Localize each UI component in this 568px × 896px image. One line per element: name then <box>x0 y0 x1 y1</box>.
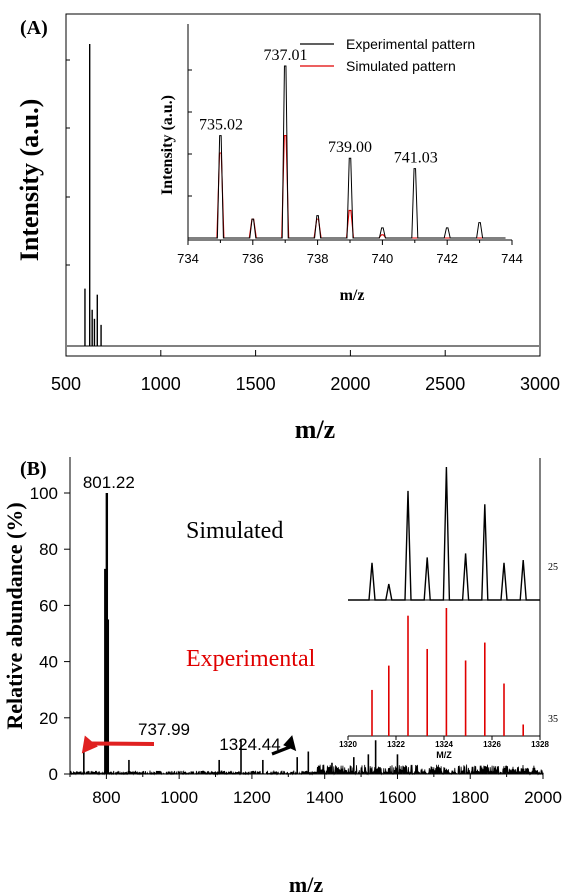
y-tick-label: 20 <box>39 709 58 728</box>
x-tick-label: 500 <box>51 374 81 394</box>
spectrum-peak <box>331 762 333 774</box>
inset-b-simulated-series <box>348 466 540 601</box>
inset-b-experimental-series <box>371 608 525 736</box>
spectrum-peak <box>218 759 220 774</box>
inset-x-tick-label: 740 <box>372 251 394 266</box>
panel-b: (B) 800 1000 1200 1400 1600 1800 2000 0 20 40 60 8… <box>2 457 562 896</box>
inset-a-annotations: 735.02 737.01 739.00 741.03 <box>199 47 438 167</box>
inset-b-right-label-bottom: 35 <box>548 714 558 725</box>
panel-a: (A) 500 1000 1500 2000 2500 3000 m/z Intensit… <box>15 13 560 444</box>
inset-a-x-ticks: 734 736 738 740 742 744 <box>177 240 523 266</box>
spectrum-peak <box>396 754 399 774</box>
red-arrow-head <box>81 735 98 754</box>
inset-b-experimental-label: Experimental <box>186 646 316 672</box>
spectrum-peak <box>307 751 310 774</box>
noise-trace <box>70 764 544 776</box>
spectrum-peak <box>83 751 85 774</box>
inset-x-tick-label: 738 <box>307 251 329 266</box>
panel-b-spectrum <box>83 493 399 774</box>
panel-a-x-label: m/z <box>295 415 335 444</box>
x-tick-label: 3000 <box>520 374 560 394</box>
spectrum-peak <box>240 740 242 774</box>
spectrum-peak <box>353 757 355 774</box>
x-tick-label: 1500 <box>236 374 276 394</box>
panel-a-frame <box>65 13 541 357</box>
inset-b-x-label: M/Z <box>436 750 452 760</box>
panel-a-y-label: Intensity (a.u.) <box>15 99 44 262</box>
y-tick-label: 80 <box>39 540 58 559</box>
legend-simulated-label: Simulated pattern <box>346 58 456 74</box>
panel-a-spectrum <box>84 44 102 346</box>
inset-x-tick-label: 742 <box>436 251 458 266</box>
inset-a-y-ticks <box>188 69 192 197</box>
inset-x-tick-label: 734 <box>177 251 199 266</box>
inset-x-tick-label: 736 <box>242 251 264 266</box>
x-tick-label: 1600 <box>379 788 417 807</box>
peak-annotation: 735.02 <box>199 117 243 134</box>
panel-a-inset: 734 736 738 740 742 744 735.02 737.01 739.00 741… <box>159 24 523 304</box>
y-tick-label: 0 <box>49 765 58 784</box>
spectrum-peak <box>374 740 377 774</box>
x-tick-label: 2500 <box>425 374 465 394</box>
panel-b-y-ticks: 0 20 40 60 80 100 <box>30 484 70 784</box>
y-tick-label: 100 <box>30 484 58 503</box>
x-tick-label: 800 <box>92 788 120 807</box>
y-tick-label: 40 <box>39 653 58 672</box>
panel-b-inset: 1320 1322 1324 1326 1328 Simulated Experimen… <box>186 458 558 760</box>
inset-a-legend: Experimental pattern Simulated pattern <box>300 36 475 74</box>
inset-a-y-label: Intensity (a.u.) <box>159 95 176 195</box>
panel-b-x-ticks: 800 1000 1200 1400 1600 1800 2000 <box>69 774 562 807</box>
panel-b-noise <box>70 764 544 776</box>
inset-b-x-tick-label: 1328 <box>531 740 549 749</box>
inset-b-x-tick-label: 1324 <box>435 740 453 749</box>
panel-b-annotations: 801.22 737.99 1324.44 <box>81 473 297 756</box>
inset-b-x-tick-label: 1322 <box>387 740 405 749</box>
peak-annotation: 739.00 <box>328 139 372 156</box>
peak-annotation: 741.03 <box>394 150 438 167</box>
peak-annotation: 737.01 <box>264 47 308 64</box>
inset-b-right-label-top: 25 <box>548 562 558 573</box>
inset-b-x-tick-label: 1326 <box>483 740 501 749</box>
peak-annotation: 737.99 <box>138 720 190 739</box>
x-tick-label: 1400 <box>306 788 344 807</box>
inset-x-tick-label: 744 <box>501 251 523 266</box>
y-tick-label: 60 <box>39 596 58 615</box>
panel-b-label: (B) <box>20 458 47 480</box>
simulated-isotope-line <box>348 466 540 601</box>
panel-a-label: (A) <box>20 17 48 39</box>
inset-a-x-label: m/z <box>340 287 365 304</box>
spectrum-peak <box>262 759 264 774</box>
spectrum-peak <box>367 754 370 774</box>
x-tick-label: 1000 <box>141 374 181 394</box>
spectrum-peak <box>128 759 130 774</box>
x-tick-label: 1800 <box>451 788 489 807</box>
panel-b-y-label: Relative abundance (%) <box>2 502 27 729</box>
inset-a-experimental-series <box>188 65 506 239</box>
spectrum-peak <box>104 568 107 774</box>
peak-annotation: 1324.44 <box>219 735 280 754</box>
inset-b-simulated-label: Simulated <box>186 518 283 544</box>
x-tick-label: 2000 <box>330 374 370 394</box>
panel-a-y-ticks <box>66 59 70 266</box>
panel-b-x-label: m/z <box>289 872 323 896</box>
experimental-pattern-line <box>188 65 506 239</box>
x-tick-label: 1000 <box>160 788 198 807</box>
legend-experimental-label: Experimental pattern <box>346 36 475 52</box>
x-tick-label: 2000 <box>524 788 562 807</box>
panel-a-x-ticks: 500 1000 1500 2000 2500 3000 <box>51 350 560 394</box>
spectrum-peak <box>106 619 110 774</box>
inset-b-x-ticks: 1320 1322 1324 1326 1328 <box>339 736 549 749</box>
x-tick-label: 1200 <box>233 788 271 807</box>
peak-annotation: 801.22 <box>83 473 135 492</box>
inset-b-x-tick-label: 1320 <box>339 740 357 749</box>
spectrum-peak <box>296 757 299 774</box>
black-arrow-head <box>283 735 297 752</box>
